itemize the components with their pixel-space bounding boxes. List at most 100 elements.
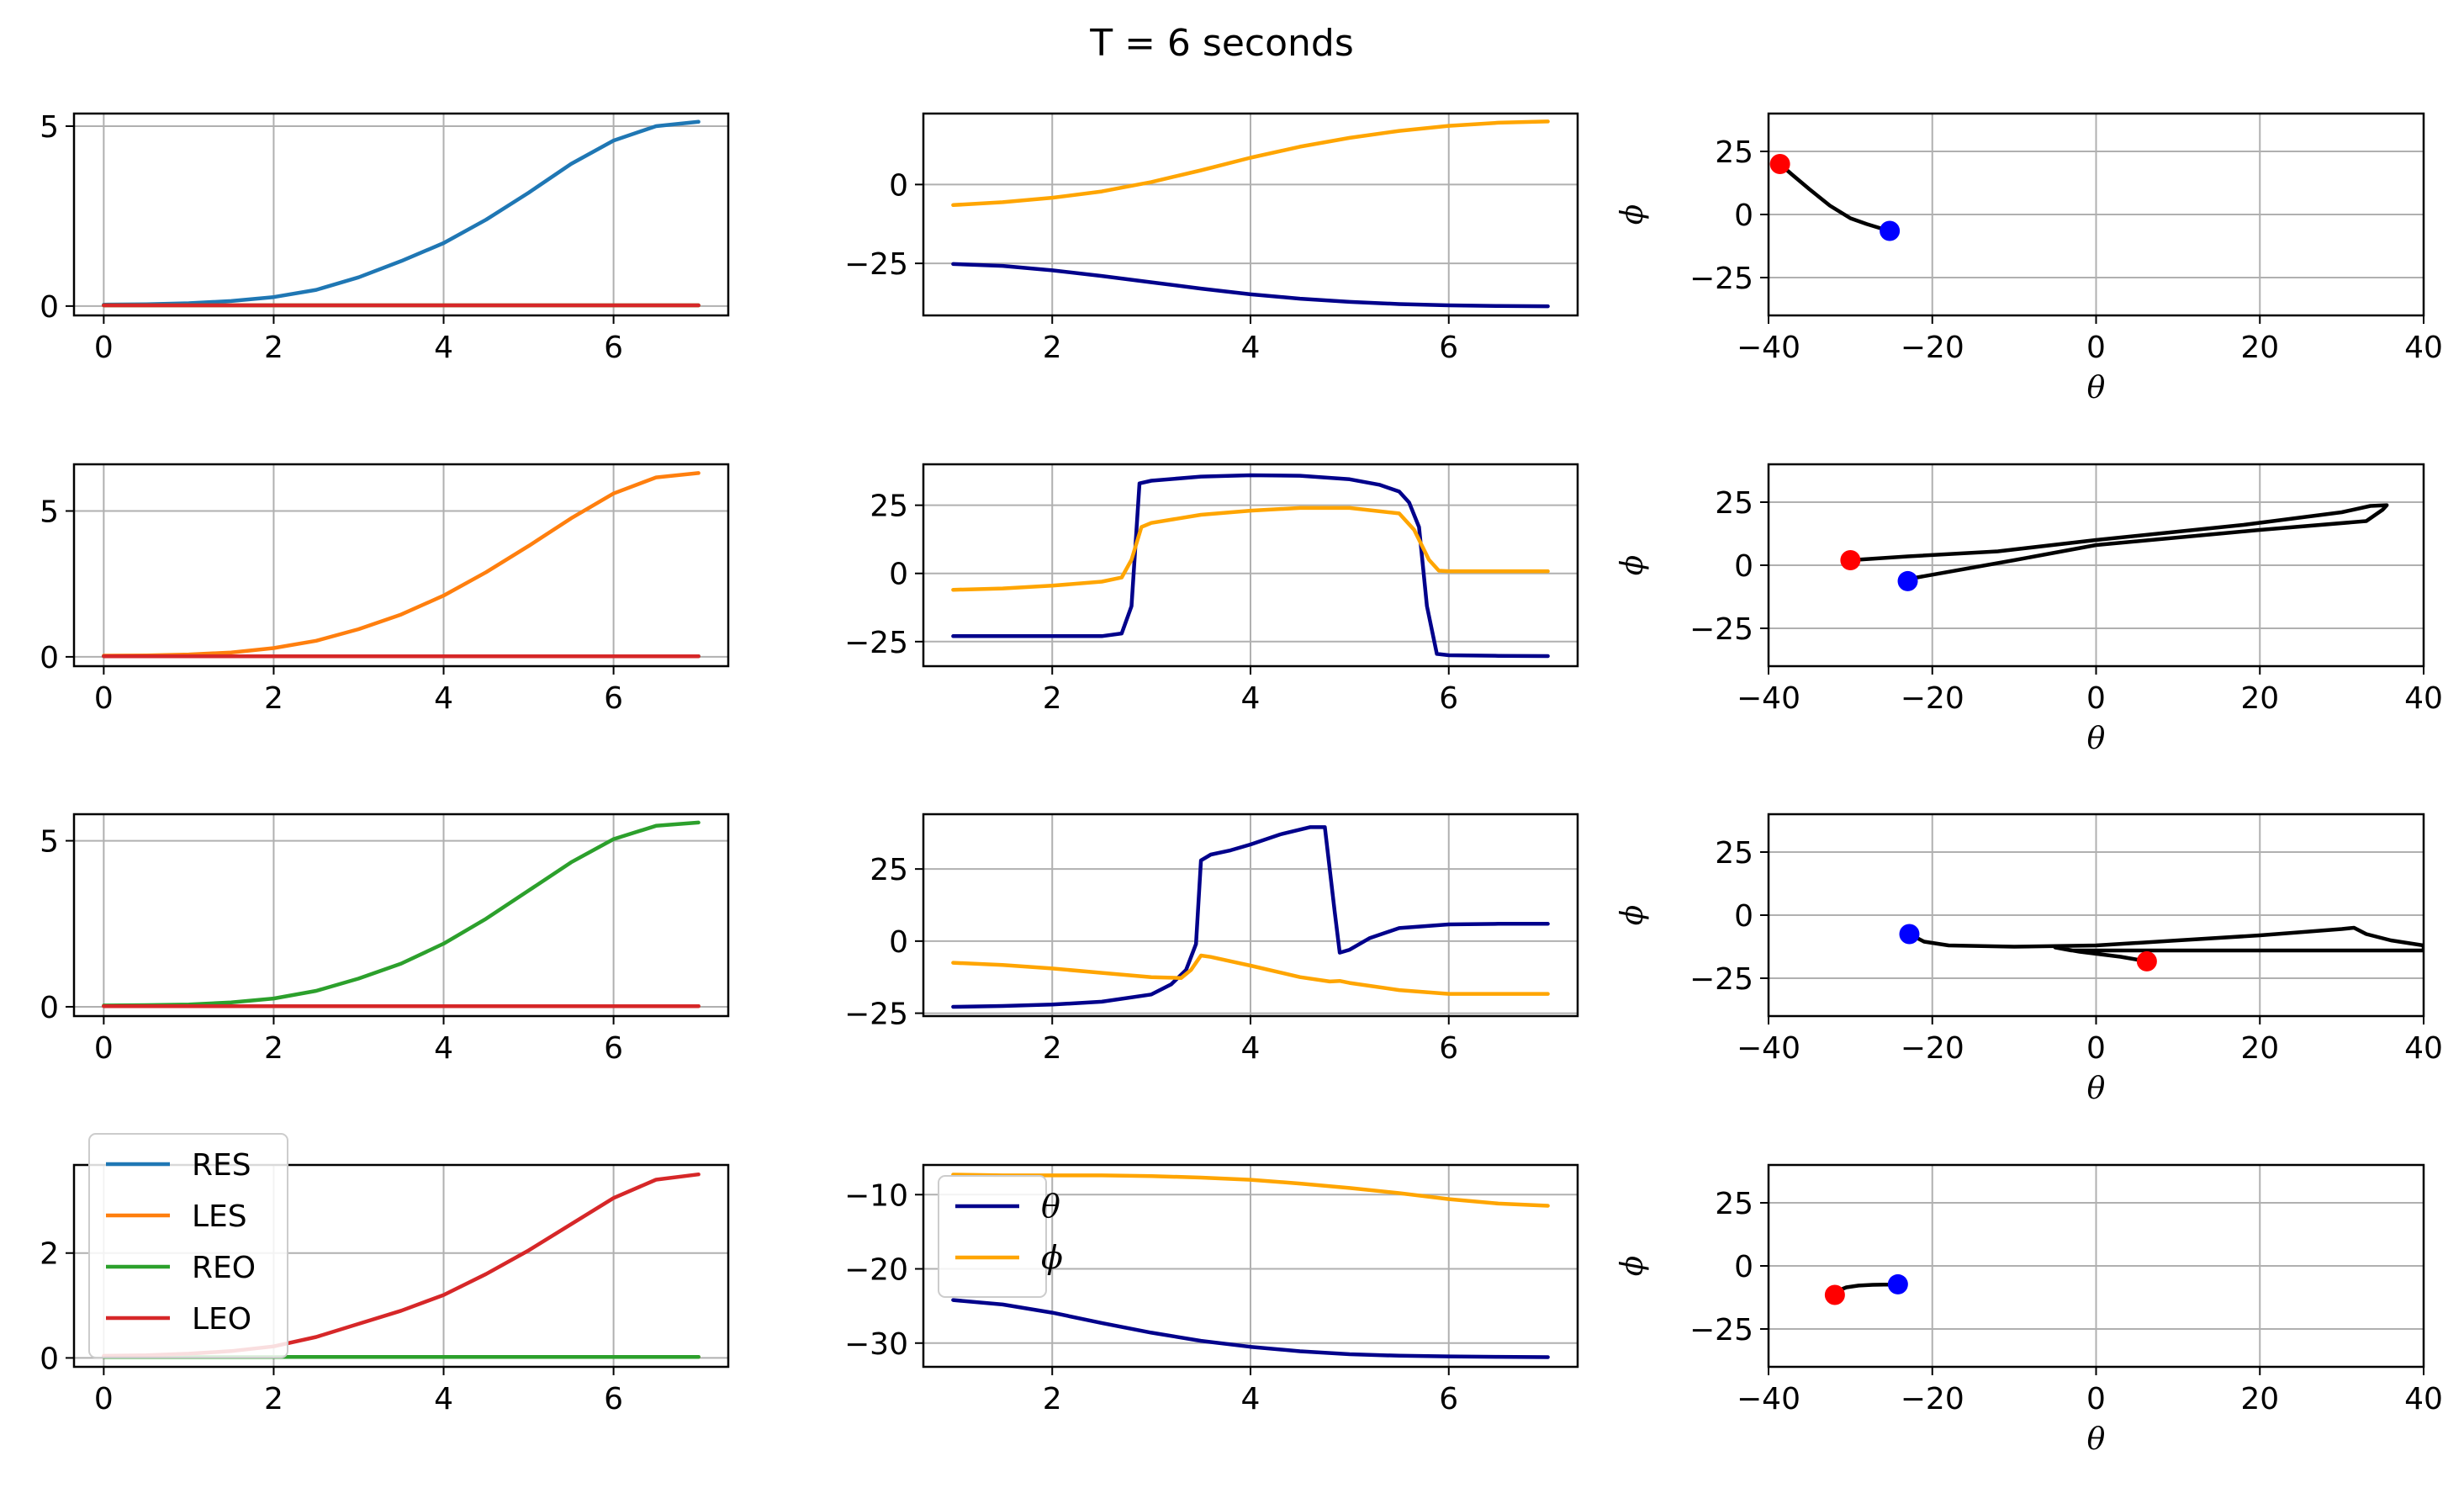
y-tick-label: 0 (889, 925, 908, 960)
y-tick-label: 5 (40, 825, 59, 860)
x-tick-label: 0 (2086, 331, 2106, 365)
end-point (1897, 570, 1918, 591)
series-line-theta (951, 1298, 1550, 1359)
x-tick-label: 40 (2404, 681, 2443, 716)
y-tick-label: 25 (870, 853, 908, 887)
y-axis-label: ϕ (1615, 555, 1650, 576)
y-tick-label: 25 (1715, 1187, 1753, 1221)
axes-frame (1767, 112, 2425, 317)
plot-area (102, 820, 701, 1009)
subplot-r0-activation: 0 2 4 6 0 5 (40, 110, 730, 365)
subplot-r2-activation: 0 2 4 6 0 5 (40, 813, 730, 1066)
subplot-r1-activation: 0 2 4 6 0 5 (40, 463, 730, 716)
y-tick-label: −25 (1689, 1313, 1753, 1347)
y-tick-label: 0 (1734, 199, 1753, 233)
subplot-r3-angles: 2 4 6 −30 −20 −10 θϕ (844, 1163, 1579, 1416)
y-axis-label: ϕ (1615, 1256, 1650, 1277)
x-tick-label: −40 (1737, 681, 1800, 716)
x-tick-label: 2 (264, 331, 283, 365)
x-tick-label: 0 (2086, 681, 2106, 716)
y-axis-label: ϕ (1615, 905, 1650, 926)
x-tick-label: 4 (434, 1031, 453, 1066)
plot-area (951, 1173, 1550, 1359)
legend-box (938, 1175, 1047, 1298)
y-tick-label: 0 (40, 641, 59, 675)
x-tick-label: 40 (2404, 331, 2443, 365)
subplot-r2-phase: −40 −20 0 20 40 −25 0 25 θ ϕ (1615, 813, 2443, 1106)
x-axis-label: θ (2087, 371, 2106, 405)
axes-frame (1767, 463, 2425, 668)
x-axis-label: θ (2087, 722, 2106, 756)
x-tick-label: 0 (2086, 1031, 2106, 1066)
x-tick-label: 6 (1439, 1031, 1458, 1066)
series-line-phi (951, 119, 1550, 208)
x-tick-label: 0 (94, 331, 114, 365)
x-tick-label: 2 (264, 1031, 283, 1066)
x-tick-label: 6 (1439, 331, 1458, 365)
end-point (1880, 220, 1901, 241)
subplot-r0-phase: −40 −20 0 20 40 −25 0 25 θ ϕ (1615, 112, 2443, 405)
x-tick-label: 6 (1439, 1382, 1458, 1416)
x-tick-label: 2 (1043, 1382, 1062, 1416)
x-tick-label: 2 (264, 681, 283, 716)
axes-frame (1767, 813, 2425, 1018)
figure-title: T = 6 seconds (1089, 22, 1354, 65)
x-tick-label: 2 (1043, 1031, 1062, 1066)
start-point (1840, 550, 1861, 570)
trajectory-line (1908, 925, 2424, 964)
y-tick-label: 0 (1734, 1250, 1753, 1284)
y-tick-label: 5 (40, 495, 59, 529)
subplot-r1-angles: 2 4 6 −25 0 25 (844, 463, 1579, 716)
axes-frame (922, 1163, 1579, 1369)
x-tick-label: 4 (434, 1382, 453, 1416)
subplot-r0-angles: 2 4 6 −25 0 (844, 112, 1579, 365)
y-tick-label: −20 (844, 1253, 908, 1288)
x-tick-label: 40 (2404, 1031, 2443, 1066)
y-tick-label: 0 (40, 991, 59, 1025)
subplot-r3-activation: 0 2 4 6 0 2 RES LES REO LEO (40, 1133, 730, 1416)
y-tick-label: 5 (40, 110, 59, 145)
y-tick-label: 0 (40, 1342, 59, 1376)
y-tick-label: 0 (889, 168, 908, 203)
subplot-r2-angles: 2 4 6 −25 0 25 (844, 813, 1579, 1066)
plot-area (102, 471, 701, 659)
start-point (1824, 1284, 1845, 1305)
plot-area (1908, 925, 2424, 964)
x-tick-label: 4 (434, 331, 453, 365)
x-tick-label: 4 (1241, 681, 1261, 716)
subplot-r1-phase: −40 −20 0 20 40 −25 0 25 θ ϕ (1615, 463, 2443, 756)
x-tick-label: −20 (1901, 331, 1964, 365)
x-tick-label: −40 (1737, 331, 1800, 365)
axes-frame (922, 112, 1579, 317)
x-tick-label: 4 (1241, 1031, 1261, 1066)
trajectory-line (1779, 162, 1890, 233)
x-tick-label: −20 (1901, 681, 1964, 716)
legend-label: ϕ (1041, 1239, 1063, 1276)
end-point (1899, 924, 1920, 945)
axes-frame (1767, 1163, 2425, 1369)
series-line-theta (951, 473, 1550, 659)
start-point (1769, 154, 1790, 174)
axes-frame (922, 463, 1579, 668)
axes-frame (72, 1163, 730, 1369)
series-line-LES (102, 471, 701, 658)
subplot-r3-phase: −40 −20 0 20 40 −25 0 25 θ ϕ (1615, 1163, 2443, 1457)
x-tick-label: −20 (1901, 1382, 1964, 1416)
y-tick-label: −25 (844, 998, 908, 1032)
y-tick-label: 0 (1734, 899, 1753, 934)
x-tick-label: 2 (264, 1382, 283, 1416)
y-tick-label: −10 (844, 1178, 908, 1213)
end-point (1887, 1273, 1908, 1294)
y-tick-label: 0 (1734, 549, 1753, 584)
plot-area (102, 119, 701, 308)
x-tick-label: 4 (1241, 1382, 1261, 1416)
legend-label: LES (192, 1199, 247, 1234)
x-tick-label: 2 (1043, 331, 1062, 365)
y-tick-label: 25 (870, 490, 908, 524)
y-tick-label: 25 (1715, 135, 1753, 170)
plot-area (951, 119, 1550, 309)
y-tick-label: −25 (844, 626, 908, 660)
y-tick-label: 25 (1715, 836, 1753, 871)
y-tick-label: 2 (40, 1237, 59, 1272)
y-tick-label: −25 (1689, 962, 1753, 997)
